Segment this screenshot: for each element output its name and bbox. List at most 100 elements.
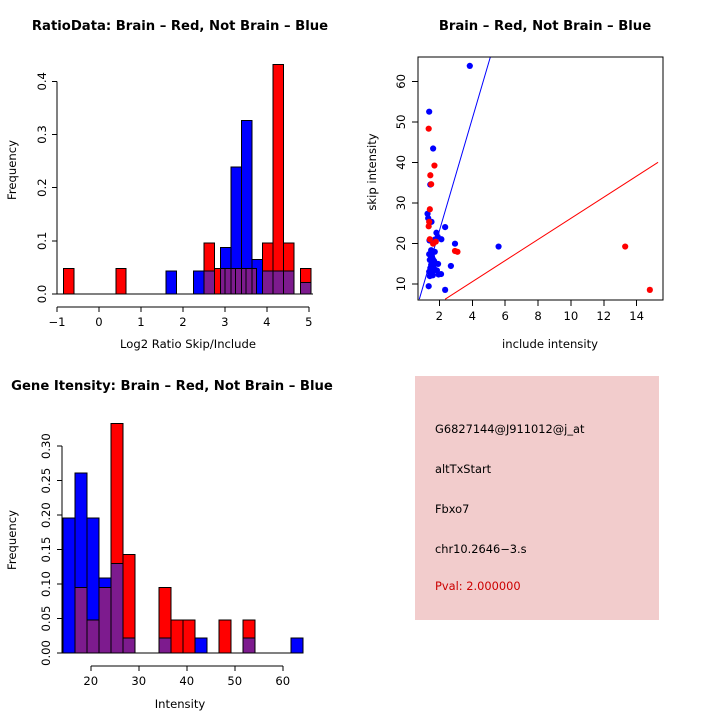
- scatter-point-brain: [428, 181, 435, 188]
- scatter-point-not-brain: [451, 240, 459, 247]
- ratio-y-tick-label: 0.0: [35, 285, 49, 303]
- ratio-x-tick-label: 1: [137, 315, 144, 329]
- event-type-text: altTxStart: [435, 462, 492, 476]
- scatter-point-not-brain: [495, 243, 502, 250]
- ratio-y-tick-label: 0.2: [35, 178, 49, 196]
- ratio-bar-brain: [115, 267, 127, 295]
- gene-x-tick-label: 20: [83, 674, 98, 688]
- scatter-y-tick-label: 60: [394, 74, 408, 89]
- scatter-point-brain: [430, 240, 437, 247]
- ratio-x-axis-label: Log2 Ratio Skip/Include: [120, 337, 256, 351]
- scatter-x-axis-label: include intensity: [502, 337, 598, 351]
- info-box-svg: G6827144@J911012@j_at altTxStart Fbxo7 c…: [415, 376, 659, 620]
- scatter-axes-group: 10 20 30 40 50 60 2 4 6 8 10 12 14: [394, 56, 664, 323]
- info-background: [415, 376, 659, 620]
- gene-y-tick-label: 0.05: [39, 606, 53, 632]
- gene-x-tick-label: 30: [131, 674, 146, 688]
- gene-y-tick-label: 0.10: [39, 571, 53, 597]
- gene-y-tick-label: 0.00: [39, 640, 53, 666]
- ratio-bar-overlap: [283, 270, 295, 295]
- gene-bar-overlap: [86, 619, 100, 654]
- gene-x-tick-label: 50: [227, 674, 242, 688]
- scatter-svg: Brain – Red, Not Brain – Blue include in…: [365, 19, 664, 351]
- probe-id-text: G6827144@J911012@j_at: [435, 422, 585, 436]
- gene-x-tick-label: 40: [179, 674, 194, 688]
- ratio-y-axis-label: Frequency: [5, 140, 19, 200]
- gene-bar-overlap: [98, 586, 112, 654]
- gene-x-tick-label: 60: [275, 674, 290, 688]
- scatter-point-not-brain: [435, 271, 442, 278]
- scatter-point-not-brain: [431, 248, 438, 255]
- panel-gene-intensity-histogram: Gene Itensity: Brain – Red, Not Brain – …: [0, 360, 360, 720]
- gene-panel-title: Gene Itensity: Brain – Red, Not Brain – …: [11, 379, 333, 394]
- scatter-x-tick-label: 12: [596, 309, 611, 323]
- gene-bar-brain: [218, 619, 232, 654]
- gene-y-tick-label: 0.25: [39, 468, 53, 494]
- panel-intensity-scatter: Brain – Red, Not Brain – Blue include in…: [360, 0, 720, 360]
- ratio-bar-brain: [272, 63, 285, 295]
- panel-ratio-histogram: RatioData: Brain – Red, Not Brain – Blue…: [0, 0, 360, 360]
- scatter-y-axis-label: skip intensity: [365, 133, 379, 210]
- ratio-bar-overlap: [272, 270, 285, 295]
- locus-text: chr10.2646−3.s: [435, 542, 527, 556]
- scatter-point-not-brain: [466, 62, 473, 70]
- scatter-reference-line: [444, 161, 659, 300]
- scatter-point-not-brain: [426, 273, 433, 280]
- scatter-x-tick-label: 10: [564, 309, 579, 323]
- gene-y-tick-label: 0.20: [39, 502, 53, 528]
- ratio-y-tick-label: 0.4: [35, 72, 49, 90]
- scatter-y-tick-label: 50: [394, 114, 408, 129]
- gene-bar-overlap: [158, 637, 172, 654]
- scatter-point-not-brain: [434, 260, 442, 268]
- ratio-bar-brain: [62, 267, 75, 295]
- ratio-bar-overlap: [245, 267, 253, 295]
- gene-y-tick-label: 0.15: [39, 537, 53, 563]
- scatter-x-tick-label: 8: [534, 309, 541, 323]
- scatter-y-tick-label: 20: [394, 236, 408, 251]
- ratio-x-tick-label: 2: [179, 315, 186, 329]
- scatter-y-tick-label: 30: [394, 195, 408, 210]
- scatter-point-not-brain: [447, 262, 454, 270]
- gene-y-tick-label: 0.30: [39, 433, 53, 459]
- scatter-y-tick-label: 40: [394, 155, 408, 170]
- ratio-y-tick-label: 0.1: [35, 232, 49, 250]
- ratio-bar-not-brain: [165, 270, 178, 295]
- scatter-point-brain: [426, 236, 433, 243]
- scatter-y-tick-label: 10: [394, 276, 408, 291]
- gene-symbol-text: Fbxo7: [435, 502, 469, 516]
- pval-text: Pval: 2.000000: [435, 579, 521, 593]
- gene-bar-brain: [182, 619, 196, 654]
- scatter-plot-frame: [417, 56, 664, 301]
- gene-bar-not-brain: [290, 637, 304, 654]
- ratio-panel-title: RatioData: Brain – Red, Not Brain – Blue: [32, 19, 328, 34]
- scatter-point-not-brain: [425, 283, 432, 290]
- gene-bar-brain: [170, 619, 184, 654]
- gene-bar-not-brain: [62, 517, 76, 654]
- scatter-point-brain: [425, 223, 432, 230]
- scatter-point-not-brain: [430, 145, 437, 152]
- ratio-bar-overlap: [262, 270, 274, 295]
- scatter-point-brain: [646, 286, 653, 293]
- ratio-x-tick-label: 4: [263, 315, 270, 329]
- scatter-point-not-brain: [438, 236, 445, 243]
- ratio-bar-overlap: [299, 281, 312, 295]
- scatter-point-not-brain: [426, 108, 433, 115]
- gene-bars-group: [62, 422, 304, 654]
- ratio-y-tick-label: 0.3: [35, 125, 49, 143]
- ratio-bar-not-brain: [192, 270, 205, 295]
- gene-bar-overlap: [74, 586, 88, 654]
- scatter-x-tick-label: 2: [436, 309, 443, 323]
- panel-probe-info: G6827144@J911012@j_at altTxStart Fbxo7 c…: [360, 360, 720, 720]
- ratio-bar-overlap: [220, 267, 226, 295]
- ratio-bar-overlap: [234, 267, 243, 295]
- scatter-point-not-brain: [442, 224, 449, 231]
- gene-x-axis-label: Intensity: [155, 697, 206, 711]
- ratio-bar-overlap: [241, 267, 247, 295]
- ratio-bar-overlap: [224, 267, 232, 295]
- gene-bar-not-brain: [194, 637, 208, 654]
- ratio-axes-group: 0.0 0.1 0.2 0.3 0.4 −1 0 1 2 3 4 5: [35, 72, 312, 329]
- ratio-x-tick-label: 5: [305, 315, 312, 329]
- scatter-x-tick-label: 6: [501, 309, 508, 323]
- ratio-bar-overlap: [230, 267, 236, 295]
